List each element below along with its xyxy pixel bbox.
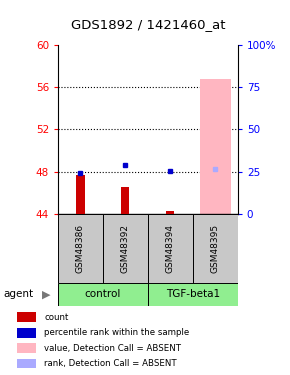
Bar xyxy=(58,214,103,283)
Bar xyxy=(17,312,36,322)
Bar xyxy=(17,358,36,369)
Bar xyxy=(193,214,238,283)
Text: TGF-beta1: TGF-beta1 xyxy=(166,290,220,299)
Text: agent: agent xyxy=(3,290,33,299)
Text: GSM48394: GSM48394 xyxy=(166,224,175,273)
Text: GSM48395: GSM48395 xyxy=(211,224,220,273)
Text: GSM48392: GSM48392 xyxy=(121,224,130,273)
Text: ▶: ▶ xyxy=(42,290,50,299)
Text: GSM48386: GSM48386 xyxy=(76,224,85,273)
Bar xyxy=(17,328,36,338)
Bar xyxy=(148,214,193,283)
Text: value, Detection Call = ABSENT: value, Detection Call = ABSENT xyxy=(44,344,181,352)
Text: GDS1892 / 1421460_at: GDS1892 / 1421460_at xyxy=(71,18,225,31)
Bar xyxy=(166,211,174,214)
Bar xyxy=(77,175,84,214)
Bar xyxy=(122,188,129,214)
Bar xyxy=(17,343,36,353)
Bar xyxy=(103,214,148,283)
Text: percentile rank within the sample: percentile rank within the sample xyxy=(44,328,189,337)
Bar xyxy=(200,79,231,214)
Text: rank, Detection Call = ABSENT: rank, Detection Call = ABSENT xyxy=(44,359,177,368)
Text: control: control xyxy=(85,290,121,299)
Bar xyxy=(148,283,238,306)
Text: count: count xyxy=(44,313,68,322)
Bar xyxy=(58,283,148,306)
